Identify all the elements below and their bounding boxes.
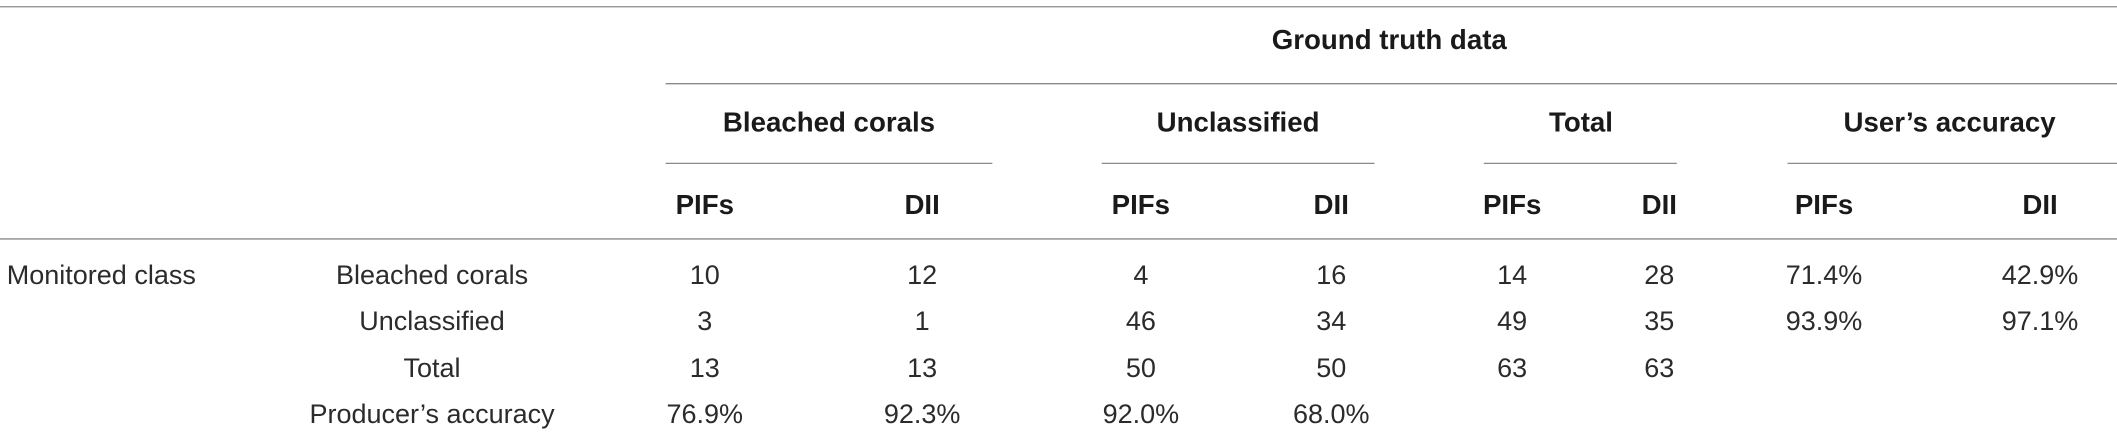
- cell: 4: [1133, 260, 1148, 290]
- column-header: PIFs: [1795, 189, 1853, 220]
- cell: 46: [1126, 306, 1156, 336]
- group-header: User’s accuracy: [1843, 107, 2056, 138]
- row-label: Unclassified: [359, 306, 505, 336]
- cell: 12: [907, 260, 937, 290]
- cell: 13: [690, 353, 720, 383]
- group-header: Unclassified: [1157, 107, 1320, 138]
- row-label: Bleached corals: [336, 260, 528, 290]
- cell: 92.0%: [1103, 399, 1180, 429]
- cell: 76.9%: [666, 399, 743, 429]
- cell: 49: [1497, 306, 1527, 336]
- cell: 13: [907, 353, 937, 383]
- row-label: Producer’s accuracy: [309, 399, 555, 429]
- group-header: Total: [1549, 107, 1613, 138]
- cell: 14: [1497, 260, 1527, 290]
- cell: 3: [697, 306, 712, 336]
- header-title: Ground truth data: [1272, 24, 1508, 55]
- column-header: DII: [1642, 189, 1677, 220]
- cell: 97.1%: [2002, 306, 2079, 336]
- row-label: Total: [404, 353, 461, 383]
- cell: 50: [1316, 353, 1346, 383]
- column-header: DII: [1314, 189, 1349, 220]
- cell: 42.9%: [2002, 260, 2079, 290]
- cell: 1: [915, 306, 930, 336]
- cell: 16: [1316, 260, 1346, 290]
- column-header: PIFs: [676, 189, 734, 220]
- cell: 92.3%: [884, 399, 961, 429]
- group-header: Bleached corals: [723, 107, 935, 138]
- column-header: PIFs: [1112, 189, 1170, 220]
- cell: 50: [1126, 353, 1156, 383]
- column-header: DII: [904, 189, 939, 220]
- cell: 71.4%: [1786, 260, 1863, 290]
- cell: 35: [1644, 306, 1674, 336]
- cell: 34: [1316, 306, 1346, 336]
- cell: 28: [1644, 260, 1674, 290]
- cell: 68.0%: [1293, 399, 1370, 429]
- cell: 10: [690, 260, 720, 290]
- cell: 93.9%: [1786, 306, 1863, 336]
- row-group: Monitored class: [7, 260, 196, 290]
- column-header: PIFs: [1483, 189, 1541, 220]
- cell: 63: [1644, 353, 1674, 383]
- cell: 63: [1497, 353, 1527, 383]
- column-header: DII: [2022, 189, 2057, 220]
